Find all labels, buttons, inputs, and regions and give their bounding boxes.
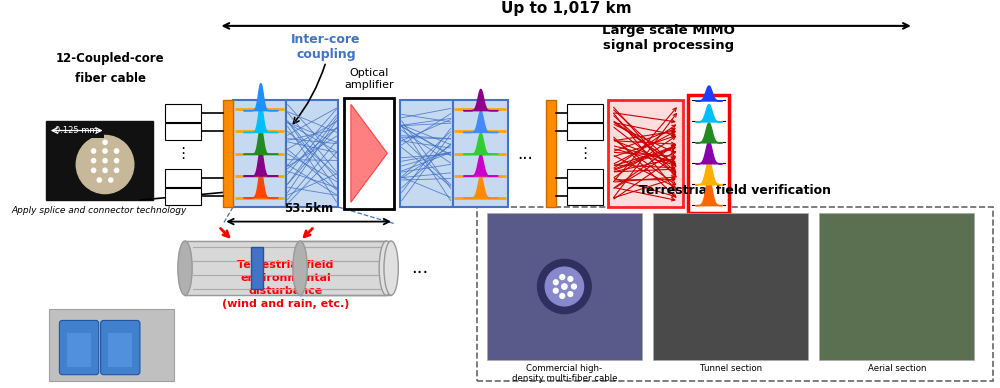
FancyBboxPatch shape	[223, 100, 233, 207]
FancyBboxPatch shape	[46, 121, 153, 200]
Ellipse shape	[293, 241, 307, 295]
Circle shape	[568, 277, 573, 281]
Circle shape	[545, 267, 584, 306]
Text: Commercial high-
density multi-fiber cable: Commercial high- density multi-fiber cab…	[512, 364, 617, 383]
FancyBboxPatch shape	[47, 123, 104, 138]
Text: Apply splice and connector technology: Apply splice and connector technology	[11, 206, 186, 215]
Text: ⋮: ⋮	[577, 146, 592, 161]
Text: fiber cable: fiber cable	[75, 72, 146, 85]
Circle shape	[103, 168, 107, 173]
Ellipse shape	[379, 241, 394, 295]
Text: Tx-1: Tx-1	[173, 109, 193, 118]
FancyBboxPatch shape	[477, 207, 993, 381]
FancyBboxPatch shape	[165, 169, 201, 187]
FancyBboxPatch shape	[251, 247, 263, 289]
Text: Tx-11: Tx-11	[170, 173, 196, 182]
Text: Tunnel section: Tunnel section	[700, 364, 762, 373]
FancyBboxPatch shape	[165, 188, 201, 205]
Polygon shape	[300, 241, 391, 295]
Polygon shape	[351, 104, 387, 202]
Text: Tx-2: Tx-2	[173, 127, 193, 136]
FancyBboxPatch shape	[453, 100, 508, 207]
Text: Rx-12: Rx-12	[572, 192, 598, 201]
Circle shape	[103, 159, 107, 163]
FancyBboxPatch shape	[59, 320, 99, 375]
Text: 12-Coupled-core: 12-Coupled-core	[56, 52, 165, 65]
Text: Rx-11: Rx-11	[572, 173, 598, 182]
Circle shape	[562, 284, 567, 289]
FancyBboxPatch shape	[344, 97, 394, 209]
FancyBboxPatch shape	[101, 320, 140, 375]
Circle shape	[103, 140, 107, 144]
FancyBboxPatch shape	[546, 100, 556, 207]
FancyBboxPatch shape	[165, 123, 201, 140]
Circle shape	[568, 292, 573, 296]
Text: ...: ...	[518, 145, 533, 163]
Circle shape	[97, 178, 101, 182]
FancyBboxPatch shape	[567, 188, 603, 205]
FancyBboxPatch shape	[67, 333, 91, 367]
Text: Large scale MIMO
signal processing: Large scale MIMO signal processing	[602, 24, 735, 52]
Text: ⋮: ⋮	[175, 146, 191, 161]
FancyBboxPatch shape	[233, 100, 286, 207]
Circle shape	[560, 275, 565, 279]
FancyBboxPatch shape	[108, 333, 132, 367]
FancyBboxPatch shape	[653, 213, 808, 360]
Circle shape	[76, 135, 134, 194]
Text: 53.5km: 53.5km	[284, 202, 333, 215]
Text: ...: ...	[411, 259, 429, 277]
Text: Rx-1: Rx-1	[575, 109, 595, 118]
Circle shape	[91, 149, 96, 153]
Text: Optical
amplifier: Optical amplifier	[344, 68, 394, 90]
Circle shape	[114, 149, 119, 153]
Text: Up to 1,017 km: Up to 1,017 km	[501, 1, 632, 16]
Circle shape	[103, 149, 107, 153]
Circle shape	[560, 294, 565, 298]
Circle shape	[91, 168, 96, 173]
Circle shape	[553, 280, 558, 285]
FancyBboxPatch shape	[49, 309, 174, 381]
Text: Tx-12: Tx-12	[170, 192, 196, 201]
Text: Terrestrial field verification: Terrestrial field verification	[639, 184, 831, 197]
Circle shape	[114, 159, 119, 163]
FancyBboxPatch shape	[567, 169, 603, 187]
Circle shape	[572, 284, 576, 289]
Text: Inter-core
coupling: Inter-core coupling	[291, 33, 361, 61]
Text: Terrestrial field
environmental
disturbance
(wind and rain, etc.): Terrestrial field environmental disturba…	[222, 260, 349, 309]
Text: Rx-2: Rx-2	[575, 127, 595, 136]
FancyBboxPatch shape	[819, 213, 974, 360]
Text: 0.125 mm: 0.125 mm	[55, 126, 98, 135]
FancyBboxPatch shape	[286, 100, 338, 207]
Circle shape	[553, 288, 558, 293]
FancyBboxPatch shape	[400, 100, 453, 207]
Polygon shape	[185, 241, 386, 295]
Circle shape	[114, 168, 119, 173]
Text: Aerial section: Aerial section	[868, 364, 926, 373]
Ellipse shape	[178, 241, 192, 295]
FancyBboxPatch shape	[487, 213, 642, 360]
FancyBboxPatch shape	[567, 104, 603, 122]
Ellipse shape	[384, 241, 398, 295]
FancyBboxPatch shape	[165, 104, 201, 122]
FancyBboxPatch shape	[608, 100, 683, 207]
Circle shape	[109, 178, 113, 182]
Circle shape	[538, 260, 591, 314]
FancyBboxPatch shape	[688, 95, 729, 213]
FancyBboxPatch shape	[567, 123, 603, 140]
Circle shape	[91, 159, 96, 163]
